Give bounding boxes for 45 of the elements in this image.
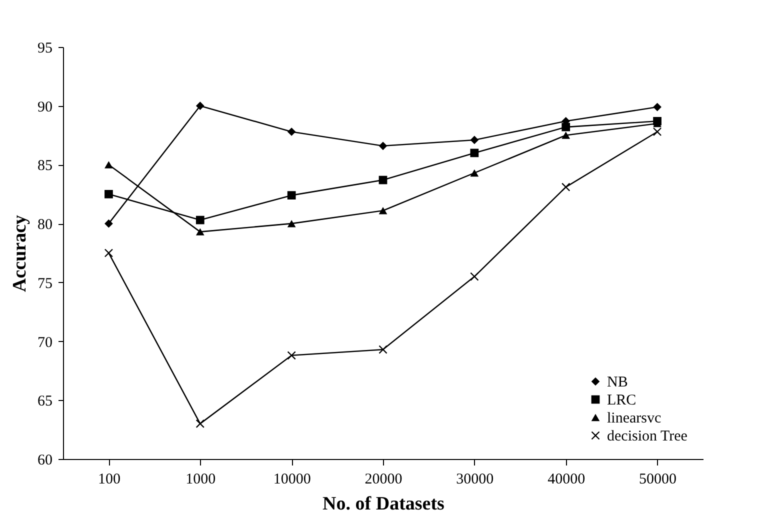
y-tick-label: 90	[38, 99, 52, 116]
point	[196, 216, 204, 224]
point	[104, 248, 113, 258]
point	[104, 161, 113, 168]
point	[287, 128, 296, 136]
point	[287, 191, 296, 200]
point	[562, 182, 570, 192]
point	[378, 142, 388, 150]
x-tick-label: 30000	[456, 472, 494, 488]
y-tick-label: 75	[38, 276, 52, 292]
point	[470, 169, 479, 177]
point	[287, 220, 296, 228]
point	[196, 228, 204, 236]
x-tick-label: 100	[98, 472, 120, 488]
y-tick-label: 80	[38, 217, 52, 234]
point	[562, 132, 570, 139]
point	[653, 102, 662, 112]
point	[378, 345, 388, 354]
y-tick-label: 70	[38, 334, 52, 351]
y-axis-title: Accuracy	[10, 214, 30, 292]
y-tick-label: 60	[38, 452, 52, 468]
legend-label: NB	[607, 374, 628, 390]
point	[470, 272, 479, 281]
legend-label: linearsvc	[607, 410, 662, 426]
point	[378, 176, 388, 184]
point	[562, 122, 570, 132]
x-tick-label: 50000	[639, 472, 677, 488]
x-tick-label: 10000	[273, 472, 311, 488]
point	[196, 420, 204, 428]
x-tick-label: 40000	[548, 472, 586, 488]
point	[470, 148, 479, 158]
point	[378, 207, 388, 214]
legend-label: LRC	[607, 392, 636, 408]
y-tick-label: 65	[38, 394, 52, 410]
point	[287, 351, 296, 360]
point	[104, 219, 113, 228]
x-tick-label: 20000	[364, 472, 402, 488]
point	[104, 190, 113, 198]
x-tick-label: 1000	[186, 472, 216, 488]
legend-label: decision Tree	[607, 428, 688, 444]
y-tick-label: 85	[38, 158, 52, 174]
x-axis-title: No. of Datasets	[322, 494, 444, 514]
point	[470, 136, 479, 144]
point	[196, 102, 204, 110]
y-tick-label: 95	[38, 40, 52, 56]
